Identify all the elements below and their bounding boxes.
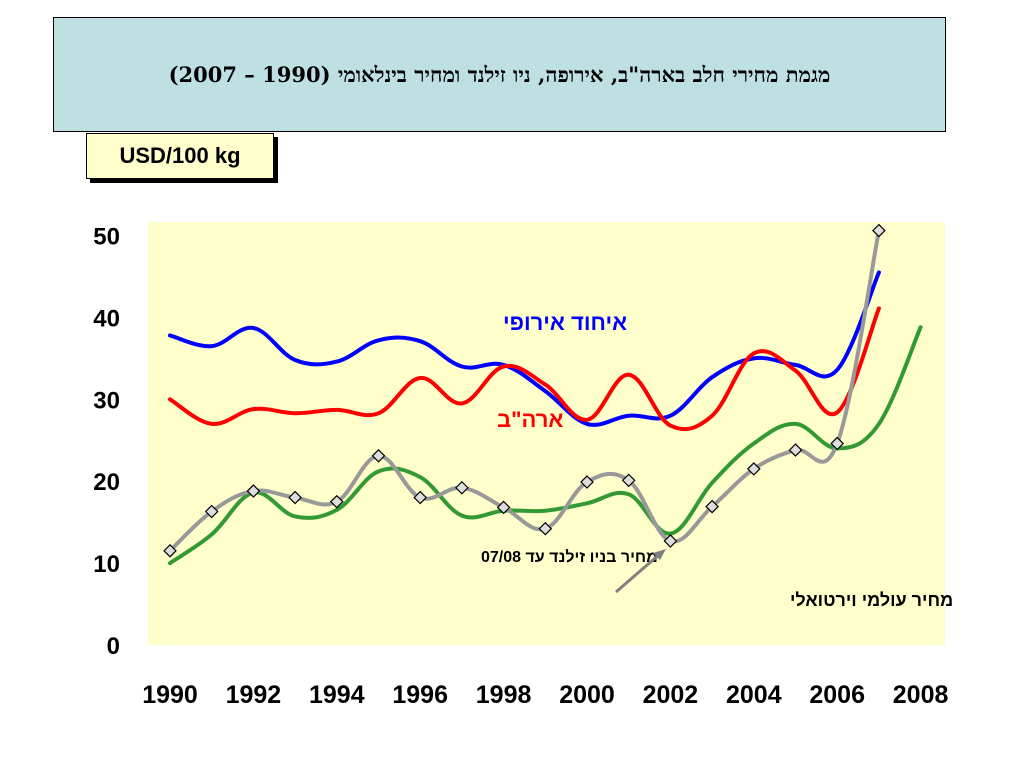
world-point-marker xyxy=(663,534,678,548)
annotation-label: מחיר עולמי וירטואלי xyxy=(790,590,953,610)
x-tick-label: 2008 xyxy=(893,681,949,709)
x-tick-label: 2000 xyxy=(559,681,615,709)
annotations: איחוד אירופי ארה"ב מחיר בניו זילנד עד 07/0… xyxy=(481,310,953,610)
series-markers xyxy=(163,223,886,558)
world-point-marker xyxy=(246,484,261,498)
title-box: מגמת מחירי חלב בארה"ב, אירופה, ניו זילנד… xyxy=(53,17,946,132)
unit-label: USD/100 kg xyxy=(86,133,274,179)
annotation-label: איחוד אירופי xyxy=(503,310,627,335)
plot-area xyxy=(148,222,945,645)
world-point-marker xyxy=(538,521,553,536)
y-tick-label: 30 xyxy=(93,387,120,414)
world-point-marker xyxy=(204,504,219,519)
x-tick-label: 1992 xyxy=(226,681,282,709)
y-tick-label: 20 xyxy=(93,469,120,496)
world-point-marker xyxy=(288,490,302,505)
world-point-marker xyxy=(371,448,386,463)
y-tick-label: 50 xyxy=(93,224,120,251)
world-point-marker xyxy=(788,443,803,457)
annotation-arrowhead xyxy=(653,549,666,560)
world-point-marker xyxy=(496,500,511,515)
world-point-marker xyxy=(163,543,177,558)
annotation-arrow xyxy=(615,551,662,594)
y-tick-label: 10 xyxy=(93,551,120,578)
world-point-marker xyxy=(413,490,428,505)
x-axis-ticks: 1990 1992 1994 1996 1998 2000 2002 2004 2006 2008 xyxy=(142,681,948,709)
world-point-marker xyxy=(329,494,344,509)
world-point-marker xyxy=(580,475,594,489)
series-line-usa xyxy=(168,306,881,432)
annotation-label: מחיר בניו זילנד עד 07/08 xyxy=(481,548,658,566)
x-tick-label: 1998 xyxy=(476,681,532,709)
x-tick-label: 2004 xyxy=(726,681,782,709)
world-point-marker xyxy=(621,473,636,488)
world-point-marker xyxy=(830,436,845,451)
y-tick-label: 40 xyxy=(93,305,120,332)
x-tick-label: 1996 xyxy=(392,681,448,709)
world-point-marker xyxy=(872,223,886,238)
world-point-marker xyxy=(705,499,719,514)
annotation-label: ארה"ב xyxy=(497,407,563,432)
x-tick-label: 1990 xyxy=(142,681,198,709)
y-tick-label: 0 xyxy=(107,633,120,660)
chart-title: מגמת מחירי חלב בארה"ב, אירופה, ניו זילנד… xyxy=(168,61,831,87)
world-point-marker xyxy=(455,480,469,495)
world-point-marker xyxy=(746,462,761,476)
x-tick-label: 1994 xyxy=(309,681,365,709)
y-axis-ticks: 0 10 20 30 40 50 xyxy=(93,224,120,661)
x-tick-label: 2006 xyxy=(809,681,865,709)
series-line-nz xyxy=(168,325,923,566)
series-line-eu xyxy=(168,270,881,427)
x-tick-label: 2002 xyxy=(643,681,699,709)
